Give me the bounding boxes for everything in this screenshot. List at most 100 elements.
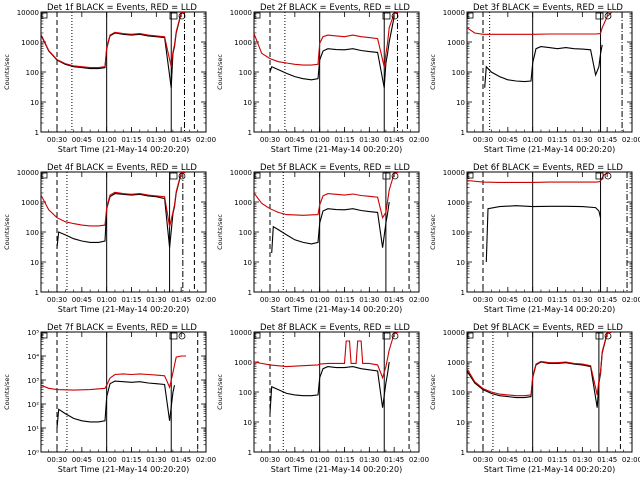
y-tick-label: 100: [239, 389, 252, 397]
y-tick-label: 100: [239, 69, 252, 77]
y-tick-label: 10000: [17, 9, 39, 17]
square-symbol: [382, 172, 391, 180]
y-axis-label: Counts/sec: [3, 214, 11, 250]
y-tick-label: 10²: [27, 401, 39, 409]
series-line-events: [485, 205, 602, 263]
x-tick-label: 01:30: [146, 456, 166, 464]
y-tick-label: 1000: [21, 199, 39, 207]
x-tick-label: 00:45: [72, 456, 92, 464]
x-axis-label: Start Time (21-May-14 00:20:20): [58, 465, 189, 474]
y-tick-label: 100: [26, 69, 39, 77]
y-tick-label: 1000: [447, 199, 465, 207]
x-tick-label: 01:30: [359, 296, 379, 304]
series-line-lld: [41, 12, 187, 69]
square-symbol: [595, 332, 604, 340]
x-tick-label: 01:15: [547, 136, 567, 144]
circle-symbol: [178, 12, 186, 20]
series-line-events: [467, 332, 613, 408]
square-symbol: [41, 332, 48, 339]
y-axis-label: Counts/sec: [216, 374, 224, 410]
plot-frame: [253, 331, 420, 453]
square-symbol: [254, 172, 261, 179]
x-tick-label: 00:30: [473, 456, 493, 464]
y-tick-label: 1000: [447, 359, 465, 367]
y-tick-label: 10: [243, 259, 252, 267]
circle-symbol: [178, 172, 186, 180]
x-tick-label: 01:30: [146, 136, 166, 144]
x-tick-label: 01:45: [597, 296, 617, 304]
y-tick-label: 10⁴: [27, 353, 39, 361]
series-line-lld: [254, 172, 400, 220]
circle-symbol: [391, 332, 399, 340]
chart-panel-5: 1 10 100 1000 10000 00:30 00:45 01:00 01:15 01:30…: [216, 163, 429, 314]
square-symbol: [382, 332, 391, 340]
chart-panel-8: 1 10 100 1000 10000 00:30 00:45 01:00 01:15 01:30…: [216, 323, 429, 474]
series-line-lld: [467, 12, 613, 35]
chart-panel-7: 10⁰ 10¹ 10² 10³ 10⁴ 10⁵ 00:30 00:45 01:00 01:15 01…: [3, 323, 216, 474]
x-tick-label: 01:00: [523, 296, 543, 304]
x-axis-label: Start Time (21-May-14 00:20:20): [58, 305, 189, 314]
x-tick-label: 01:15: [121, 136, 141, 144]
x-tick-label: 02:00: [622, 296, 640, 304]
circle-symbol: [178, 332, 186, 340]
series-line-lld: [254, 12, 400, 67]
plot-frame: [40, 11, 207, 133]
plot-frame: [40, 331, 207, 453]
x-tick-label: 02:00: [409, 136, 429, 144]
y-tick-label: 10: [456, 99, 465, 107]
x-tick-label: 01:45: [384, 296, 404, 304]
x-tick-label: 01:45: [171, 296, 191, 304]
y-tick-label: 100: [26, 229, 39, 237]
x-tick-label: 01:15: [334, 296, 354, 304]
y-tick-label: 100: [239, 229, 252, 237]
series-line-events: [484, 44, 603, 88]
y-axis-label: Counts/sec: [3, 54, 11, 90]
x-tick-label: 01:30: [359, 136, 379, 144]
chart-title: Det 8f BLACK = Events, RED = LLD: [260, 323, 410, 333]
x-tick-label: 01:15: [121, 456, 141, 464]
y-tick-label: 1: [35, 289, 39, 297]
x-tick-label: 02:00: [196, 136, 216, 144]
x-tick-label: 00:45: [285, 136, 305, 144]
chart-title: Det 4f BLACK = Events, RED = LLD: [47, 163, 197, 173]
y-tick-label: 1: [248, 289, 252, 297]
y-tick-label: 1: [461, 289, 465, 297]
y-tick-label: 10: [243, 419, 252, 427]
x-tick-label: 01:00: [523, 456, 543, 464]
x-tick-label: 00:30: [47, 136, 67, 144]
plot-frame: [253, 171, 420, 293]
plot-frame: [253, 11, 420, 133]
square-symbol: [595, 172, 604, 180]
series-line-events: [271, 201, 390, 254]
series-line-events: [269, 361, 390, 414]
chart-panel-6: 1 10 100 1000 10000 00:30 00:45 01:00 01:15 01:30…: [429, 163, 640, 314]
y-tick-label: 10000: [230, 9, 252, 17]
series-line-lld: [41, 172, 187, 227]
square-symbol: [254, 332, 261, 339]
x-tick-label: 01:00: [97, 456, 117, 464]
series-line-events: [269, 16, 395, 88]
chart-panel-3: 1 10 100 1000 10000 00:30 00:45 01:00 01:15 01:30…: [429, 3, 640, 154]
x-tick-label: 00:45: [72, 136, 92, 144]
y-tick-label: 10000: [443, 9, 465, 17]
x-tick-label: 01:30: [359, 456, 379, 464]
y-tick-label: 10000: [443, 169, 465, 177]
y-tick-label: 1000: [234, 199, 252, 207]
x-tick-label: 01:00: [310, 296, 330, 304]
circle-symbol: [604, 12, 612, 20]
x-axis-label: Start Time (21-May-14 00:20:20): [484, 145, 615, 154]
y-tick-label: 10³: [27, 377, 39, 385]
chart-panel-4: 1 10 100 1000 10000 00:30 00:45 01:00 01:15 01:30…: [3, 163, 216, 314]
y-tick-label: 10000: [230, 169, 252, 177]
x-axis-label: Start Time (21-May-14 00:20:20): [58, 145, 189, 154]
chart-panel-1: 1 10 100 1000 10000 00:30 00:45 01:00 01:15 01:30…: [3, 3, 216, 154]
x-tick-label: 01:00: [97, 136, 117, 144]
y-tick-label: 10⁰: [27, 449, 39, 457]
y-tick-label: 10: [456, 259, 465, 267]
x-tick-label: 01:00: [310, 456, 330, 464]
square-symbol: [41, 172, 48, 179]
y-tick-label: 1: [461, 449, 465, 457]
x-tick-label: 02:00: [196, 296, 216, 304]
x-tick-label: 00:45: [285, 296, 305, 304]
x-tick-label: 00:30: [260, 456, 280, 464]
